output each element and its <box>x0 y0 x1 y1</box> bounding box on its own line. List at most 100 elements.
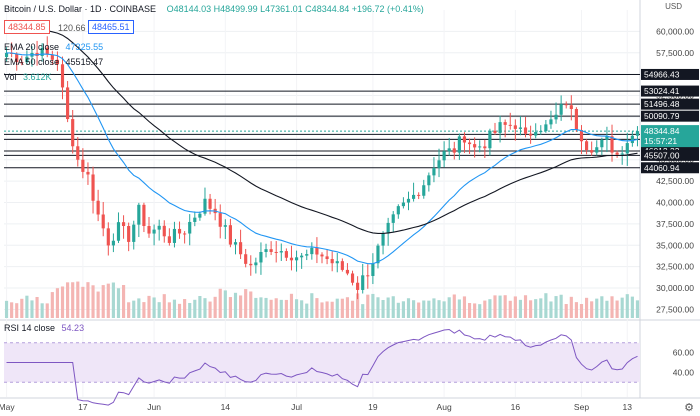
price-level-badge-bg <box>641 68 699 80</box>
volume-bar <box>30 300 34 318</box>
volume-bar <box>162 294 166 318</box>
x-tick-label: 19 <box>368 402 378 412</box>
volume-bar <box>35 297 39 318</box>
candle-body <box>615 152 619 155</box>
candle-body <box>544 124 548 132</box>
x-tick-label: 13 <box>623 402 633 412</box>
candle-body <box>294 257 299 261</box>
rsi-tick-label: 60.00 <box>673 348 695 358</box>
candle-body <box>447 148 451 152</box>
volume-bar <box>60 286 65 318</box>
candle-body <box>157 225 161 230</box>
volume-bar <box>574 302 578 318</box>
volume-bar <box>254 297 258 318</box>
volume-bar <box>152 297 156 318</box>
candle-body <box>71 119 75 147</box>
price-level-value: 51496.48 <box>644 99 680 109</box>
volume-bar <box>137 298 141 318</box>
candle-body <box>498 122 502 133</box>
volume-legend: Vol 3.612K <box>4 72 52 82</box>
volume-bar <box>106 283 110 318</box>
rsi-line <box>6 328 638 406</box>
volume-bar <box>40 303 44 318</box>
candle-body <box>391 214 395 223</box>
candle-body <box>381 233 385 246</box>
candle-body <box>396 206 400 215</box>
y-tick-label: 42,500.00 <box>656 176 694 186</box>
volume-bar <box>381 300 385 318</box>
candle-body <box>269 249 273 252</box>
volume-bar <box>386 297 390 318</box>
candle-body <box>300 255 304 258</box>
candle-body <box>478 146 482 148</box>
volume-bar <box>244 289 248 318</box>
volume-bar <box>25 295 29 318</box>
volume-bar <box>432 298 436 318</box>
volume-bar <box>620 297 624 318</box>
volume-bar <box>259 297 263 318</box>
gear-icon[interactable]: ⚙ <box>684 402 694 414</box>
x-tick-label: May <box>0 402 15 412</box>
candle-body <box>635 131 640 136</box>
candle-body <box>513 125 517 129</box>
volume-bar <box>412 300 416 318</box>
ema50-value: 45515.47 <box>65 57 104 67</box>
volume-bar <box>564 304 568 318</box>
volume-bar <box>559 294 563 318</box>
candle-body <box>218 213 222 227</box>
volume-bar <box>503 295 507 318</box>
volume-bar <box>335 298 339 318</box>
candle-body <box>254 262 258 266</box>
volume-bar <box>544 293 548 318</box>
candle-body <box>422 185 426 196</box>
ema50-label: EMA 50 close <box>4 57 60 67</box>
candle-body <box>81 159 85 172</box>
volume-bar <box>249 291 253 318</box>
y-tick-label: 40,000.00 <box>656 198 694 208</box>
candle-body <box>630 135 634 144</box>
candle-body <box>274 251 278 253</box>
price-level-badge-bg <box>641 110 699 122</box>
candle-body <box>335 261 339 264</box>
candle-body <box>386 222 390 234</box>
candle-body <box>518 127 523 129</box>
volume-bar <box>595 298 599 318</box>
candle-body <box>406 198 411 203</box>
volume-bar <box>625 294 629 318</box>
volume-bar <box>213 296 217 318</box>
volume-bar <box>55 288 60 318</box>
volume-bar <box>422 300 426 318</box>
buy-button[interactable]: 48465.51 <box>88 20 134 34</box>
candle-body <box>25 56 29 63</box>
volume-bar <box>279 299 283 318</box>
volume-bar <box>305 303 309 318</box>
candle-body <box>488 130 492 149</box>
currency-label[interactable]: USD <box>665 2 682 11</box>
price-level-value: 50090.79 <box>644 111 680 121</box>
candle-body <box>462 136 467 143</box>
candle-body <box>20 62 24 64</box>
candle-body <box>569 105 573 109</box>
rsi-label: RSI 14 close <box>4 323 56 333</box>
candle-body <box>529 133 533 136</box>
candle-body <box>239 242 243 255</box>
candle-body <box>40 47 44 56</box>
volume-bar <box>518 299 523 318</box>
volume-bar <box>111 282 115 318</box>
sell-button[interactable]: 48344.85 <box>4 20 50 34</box>
y-tick-label: 30,000.00 <box>656 283 694 293</box>
candle-body <box>315 247 319 255</box>
volume-bar <box>513 296 517 318</box>
volume-bar <box>96 291 100 318</box>
ema50-legend: EMA 50 close 45515.47 <box>4 57 103 67</box>
x-tick-label: 14 <box>221 402 231 412</box>
volume-bar <box>417 302 421 318</box>
candle-body <box>289 257 294 261</box>
price-level-badge-bg <box>641 85 699 97</box>
volume-bar <box>183 299 187 318</box>
candle-body <box>284 251 288 258</box>
ema50-line <box>6 26 638 234</box>
candle-body <box>223 225 227 227</box>
y-tick-label: 60,000.00 <box>656 26 694 36</box>
